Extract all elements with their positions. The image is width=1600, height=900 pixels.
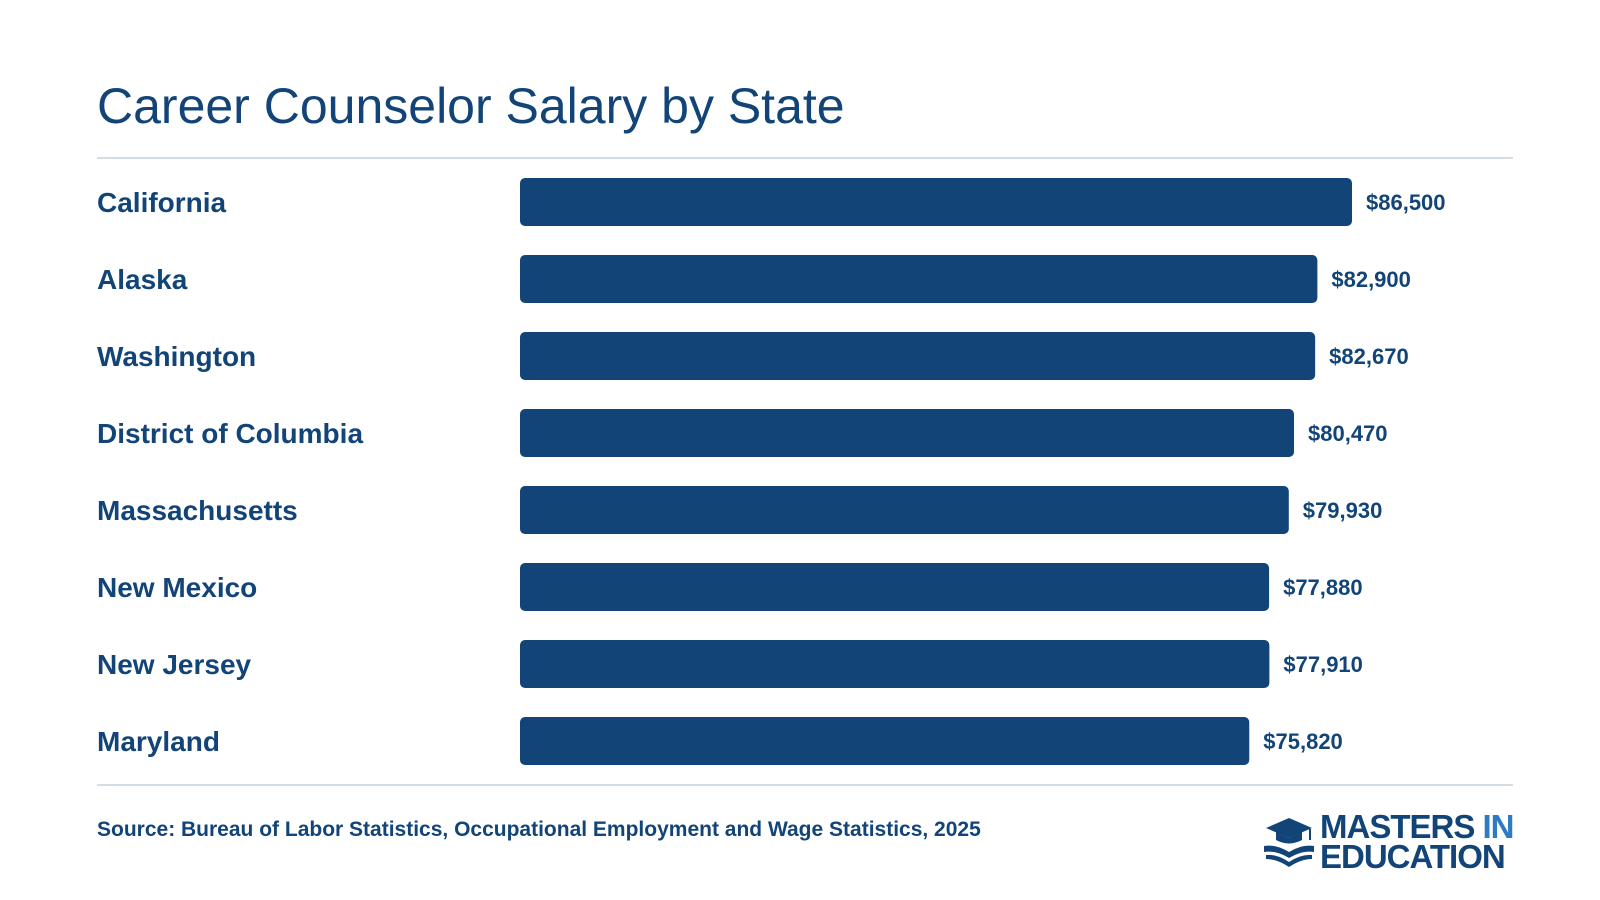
category-label: New Jersey <box>97 649 252 680</box>
data-label: $86,500 <box>1366 190 1446 215</box>
masters-in-education-logo: MASTERS IN EDUCATION <box>1262 810 1515 875</box>
category-label: Maryland <box>97 726 220 757</box>
data-label: $79,930 <box>1303 498 1383 523</box>
chart-title: Career Counselor Salary by State <box>97 78 845 134</box>
logo-word-in: IN <box>1482 808 1515 845</box>
category-label: New Mexico <box>97 572 257 603</box>
bar <box>520 563 1270 611</box>
source-note: Source: Bureau of Labor Statistics, Occu… <box>97 818 981 841</box>
category-label: District of Columbia <box>97 418 363 449</box>
category-label: Alaska <box>97 264 188 295</box>
data-label: $77,910 <box>1283 652 1363 677</box>
data-label: $80,470 <box>1308 421 1388 446</box>
bar <box>520 409 1295 457</box>
graduation-cap-book-icon <box>1264 818 1314 867</box>
bar <box>520 255 1318 303</box>
data-label: $75,820 <box>1263 729 1343 754</box>
logo-wordmark: MASTERS IN EDUCATION <box>1320 810 1515 875</box>
bar <box>520 717 1250 765</box>
bottom-divider <box>97 784 1513 786</box>
category-label: Massachusetts <box>97 495 298 526</box>
bar <box>520 640 1270 688</box>
logo-word-education: EDUCATION <box>1320 838 1506 875</box>
data-label: $77,880 <box>1283 575 1363 600</box>
bar <box>520 486 1289 534</box>
data-label: $82,900 <box>1331 267 1411 292</box>
top-divider <box>97 157 1513 159</box>
data-label: $82,670 <box>1329 344 1409 369</box>
logo-word-masters: MASTERS <box>1320 808 1475 845</box>
category-label: California <box>97 187 227 218</box>
bar <box>520 178 1352 226</box>
bar <box>520 332 1316 380</box>
category-label: Washington <box>97 341 256 372</box>
